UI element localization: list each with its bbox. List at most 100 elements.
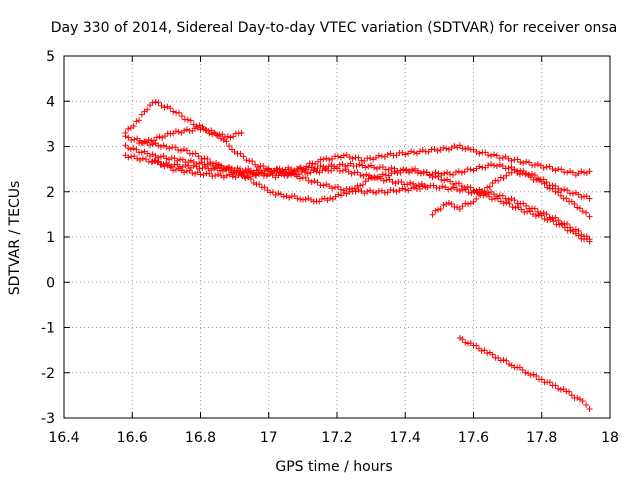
data-point [200, 125, 207, 132]
data-point [578, 168, 585, 175]
data-point [557, 386, 564, 393]
data-point [356, 161, 363, 168]
data-point [574, 204, 581, 211]
data-point [467, 184, 474, 191]
data-point [365, 163, 372, 170]
data-point [443, 201, 450, 208]
data-point [223, 138, 230, 145]
data-point [532, 212, 539, 219]
data-point [390, 187, 397, 194]
data-point [125, 125, 132, 132]
data-point [355, 186, 362, 193]
data-point [219, 131, 226, 138]
data-point [364, 188, 371, 195]
data-point [583, 233, 590, 240]
data-point [156, 133, 163, 140]
data-point [383, 176, 390, 183]
data-point [357, 171, 364, 178]
data-point [313, 168, 320, 175]
data-point [575, 227, 582, 234]
data-point [489, 196, 496, 203]
data-point [380, 177, 387, 184]
data-point [267, 169, 274, 176]
data-point [586, 236, 593, 243]
data-point [184, 116, 191, 123]
data-point [455, 168, 462, 175]
data-point [125, 154, 132, 161]
data-point [180, 146, 187, 153]
data-point [187, 157, 194, 164]
data-point [172, 128, 179, 135]
data-point [133, 146, 140, 153]
data-point [456, 205, 463, 212]
data-point [452, 169, 459, 176]
data-point [153, 134, 160, 141]
data-point [183, 147, 190, 154]
data-point [178, 113, 185, 120]
data-point [445, 200, 452, 207]
data-point [370, 189, 377, 196]
data-point [388, 165, 395, 172]
data-point [148, 159, 155, 166]
data-point [516, 171, 523, 178]
data-point [473, 195, 480, 202]
data-point [152, 157, 159, 164]
data-point [478, 347, 485, 354]
data-point [508, 195, 515, 202]
data-point [294, 165, 301, 172]
data-point [447, 178, 454, 185]
data-point [371, 173, 378, 180]
data-point [493, 152, 500, 159]
data-point [583, 401, 590, 408]
data-point [552, 382, 559, 389]
data-point [523, 158, 530, 165]
data-point [586, 195, 593, 202]
data-point [439, 183, 446, 190]
data-point [508, 169, 515, 176]
data-point [302, 196, 309, 203]
data-point [361, 157, 368, 164]
data-point [189, 169, 196, 176]
data-point [166, 145, 173, 152]
data-point [204, 155, 211, 162]
data-point [500, 356, 507, 363]
data-point [309, 160, 316, 167]
data-point [209, 131, 216, 138]
data-point [543, 164, 550, 171]
data-point [192, 150, 199, 157]
data-point [175, 146, 182, 153]
data-point [250, 179, 257, 186]
data-point [484, 350, 491, 357]
data-point [511, 167, 518, 174]
data-point [540, 164, 547, 171]
data-point [308, 179, 315, 186]
data-point [456, 142, 463, 149]
data-point [456, 334, 463, 341]
data-point [392, 180, 399, 187]
data-point [223, 172, 230, 179]
data-point [541, 215, 548, 222]
data-point [456, 187, 463, 194]
data-point [142, 156, 149, 163]
data-point [490, 162, 497, 169]
x-tick-label: 16.6 [117, 430, 148, 446]
data-point [489, 351, 496, 358]
data-point [218, 164, 225, 171]
data-point [128, 153, 135, 160]
data-point [288, 166, 295, 173]
data-point [523, 202, 530, 209]
data-point [155, 158, 162, 165]
data-point [403, 166, 410, 173]
data-point [269, 188, 276, 195]
data-point [334, 153, 341, 160]
data-point [134, 155, 141, 162]
data-point [348, 170, 355, 177]
data-point [579, 398, 586, 405]
data-point [334, 165, 340, 172]
data-point [181, 169, 188, 176]
grid-lines [64, 56, 610, 418]
data-point [482, 149, 489, 156]
data-point [267, 189, 274, 196]
data-point [161, 104, 168, 111]
